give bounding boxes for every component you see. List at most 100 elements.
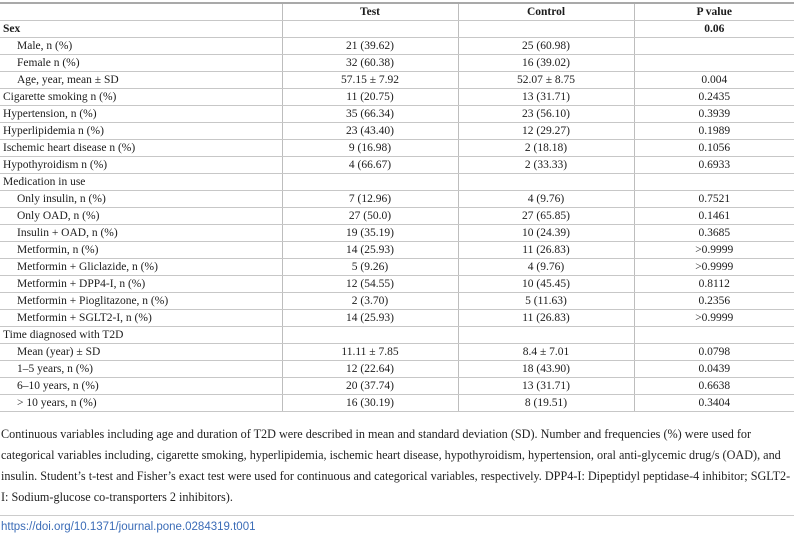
cell-test: 14 (25.93) [281, 241, 458, 259]
cell-control: 4 (9.76) [457, 258, 634, 276]
cell-test: 14 (25.93) [281, 309, 458, 327]
cell-control [457, 173, 634, 191]
cell-pvalue: 0.3685 [633, 224, 794, 242]
row-label: 6–10 years, n (%) [0, 377, 282, 395]
cell-control: 13 (31.71) [457, 377, 634, 395]
cell-control: 10 (45.45) [457, 275, 634, 293]
table-row: Insulin + OAD, n (%) 19 (35.19) 10 (24.39)… [0, 224, 794, 242]
table-row: 1–5 years, n (%) 12 (22.64) 18 (43.90) 0.04… [0, 360, 794, 378]
table-row: Ischemic heart disease n (%) 9 (16.98) 2 (… [0, 139, 794, 157]
row-label: Only insulin, n (%) [0, 190, 282, 208]
cell-test: 20 (37.74) [281, 377, 458, 395]
cell-control: 10 (24.39) [457, 224, 634, 242]
row-label: Hypothyroidism n (%) [0, 156, 282, 174]
table-row: Hypothyroidism n (%) 4 (66.67) 2 (33.33) 0.… [0, 156, 794, 174]
cell-pvalue: 0.3939 [633, 105, 794, 123]
cell-pvalue: 0.0439 [633, 360, 794, 378]
row-label: Female n (%) [0, 54, 282, 72]
cell-pvalue [633, 173, 794, 191]
cell-pvalue [633, 54, 794, 72]
cell-control: 13 (31.71) [457, 88, 634, 106]
cell-pvalue: 0.06 [633, 20, 794, 38]
divider-rule [0, 515, 794, 516]
row-label: Insulin + OAD, n (%) [0, 224, 282, 242]
header-pvalue: P value [633, 3, 794, 21]
table-row: Hyperlipidemia n (%) 23 (43.40) 12 (29.27)… [0, 122, 794, 140]
row-label: 1–5 years, n (%) [0, 360, 282, 378]
cell-control: 4 (9.76) [457, 190, 634, 208]
cell-pvalue [633, 326, 794, 344]
cell-test [281, 20, 458, 38]
header-empty-cell [0, 3, 282, 21]
table-row: Metformin + Gliclazide, n (%) 5 (9.26) 4 (… [0, 258, 794, 276]
table-row: Metformin + DPP4-I, n (%) 12 (54.55) 10 (4… [0, 275, 794, 293]
cell-control [457, 326, 634, 344]
cell-control: 27 (65.85) [457, 207, 634, 225]
table-row: Female n (%) 32 (60.38) 16 (39.02) [0, 54, 794, 72]
row-label: Metformin, n (%) [0, 241, 282, 259]
cell-test: 16 (30.19) [281, 394, 458, 412]
cell-pvalue: 0.2356 [633, 292, 794, 310]
cell-pvalue: 0.2435 [633, 88, 794, 106]
cell-test: 57.15 ± 7.92 [281, 71, 458, 89]
cell-test: 9 (16.98) [281, 139, 458, 157]
row-label: Medication in use [0, 173, 282, 191]
row-label: Hypertension, n (%) [0, 105, 282, 123]
row-label: Sex [0, 20, 282, 38]
row-label: Cigarette smoking n (%) [0, 88, 282, 106]
cell-test: 7 (12.96) [281, 190, 458, 208]
cell-pvalue: 0.004 [633, 71, 794, 89]
row-label: Age, year, mean ± SD [0, 71, 282, 89]
cell-control: 11 (26.83) [457, 241, 634, 259]
row-label: Metformin + Pioglitazone, n (%) [0, 292, 282, 310]
table-body: Sex 0.06 Male, n (%) 21 (39.62) 25 (60.98) Fe… [0, 20, 794, 412]
table-row: Mean (year) ± SD 11.11 ± 7.85 8.4 ± 7.01 0.… [0, 343, 794, 361]
cell-control: 8.4 ± 7.01 [457, 343, 634, 361]
cell-pvalue: 0.6638 [633, 377, 794, 395]
cell-test: 12 (54.55) [281, 275, 458, 293]
table-header: Test Control P value [0, 3, 794, 21]
table-row: Only insulin, n (%) 7 (12.96) 4 (9.76) 0.75… [0, 190, 794, 208]
table-row: Only OAD, n (%) 27 (50.0) 27 (65.85) 0.1461 [0, 207, 794, 225]
cell-test: 23 (43.40) [281, 122, 458, 140]
cell-control: 2 (18.18) [457, 139, 634, 157]
table-footnote: Continuous variables including age and d… [1, 427, 791, 504]
cell-pvalue: 0.8112 [633, 275, 794, 293]
cell-control: 11 (26.83) [457, 309, 634, 327]
cell-test: 19 (35.19) [281, 224, 458, 242]
table-row: Hypertension, n (%) 35 (66.34) 23 (56.10) 0… [0, 105, 794, 123]
cell-test: 27 (50.0) [281, 207, 458, 225]
cell-test: 11.11 ± 7.85 [281, 343, 458, 361]
header-test: Test [281, 3, 458, 21]
cell-pvalue: 0.1989 [633, 122, 794, 140]
row-label: Only OAD, n (%) [0, 207, 282, 225]
row-label: Mean (year) ± SD [0, 343, 282, 361]
cell-test: 12 (22.64) [281, 360, 458, 378]
cell-pvalue: 0.3404 [633, 394, 794, 412]
cell-pvalue: 0.7521 [633, 190, 794, 208]
characteristics-table: Test Control P value Sex 0.06 Male, n (%) 2… [0, 2, 794, 412]
cell-pvalue: 0.1461 [633, 207, 794, 225]
row-label: Hyperlipidemia n (%) [0, 122, 282, 140]
table-row: Sex 0.06 [0, 20, 794, 38]
table-row: Time diagnosed with T2D [0, 326, 794, 344]
cell-pvalue: 0.1056 [633, 139, 794, 157]
cell-control: 18 (43.90) [457, 360, 634, 378]
cell-test: 32 (60.38) [281, 54, 458, 72]
cell-pvalue: 0.6933 [633, 156, 794, 174]
cell-control: 25 (60.98) [457, 37, 634, 55]
table-row: Cigarette smoking n (%) 11 (20.75) 13 (31.… [0, 88, 794, 106]
cell-control: 5 (11.63) [457, 292, 634, 310]
row-label: Metformin + DPP4-I, n (%) [0, 275, 282, 293]
article-table-figure: Test Control P value Sex 0.06 Male, n (%) 2… [0, 2, 794, 533]
header-row: Test Control P value [0, 3, 794, 21]
row-label: > 10 years, n (%) [0, 394, 282, 412]
doi-link[interactable]: https://doi.org/10.1371/journal.pone.028… [1, 521, 256, 533]
cell-control: 8 (19.51) [457, 394, 634, 412]
table-row: Metformin + SGLT2-I, n (%) 14 (25.93) 11 (… [0, 309, 794, 327]
table-row: Medication in use [0, 173, 794, 191]
cell-control: 16 (39.02) [457, 54, 634, 72]
table-row: Metformin, n (%) 14 (25.93) 11 (26.83) >0.9… [0, 241, 794, 259]
cell-test: 35 (66.34) [281, 105, 458, 123]
cell-test: 21 (39.62) [281, 37, 458, 55]
